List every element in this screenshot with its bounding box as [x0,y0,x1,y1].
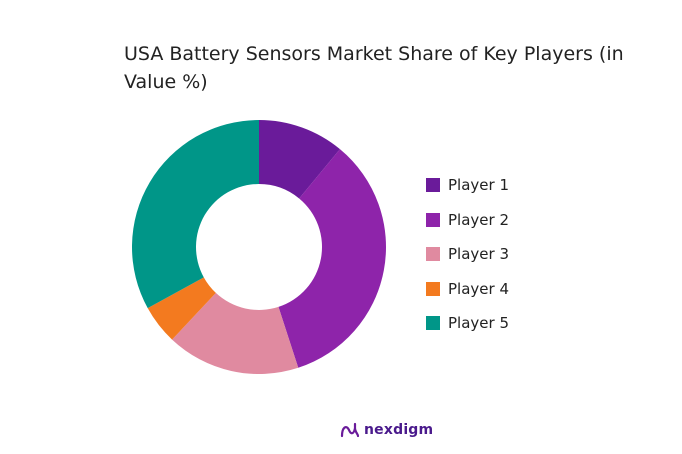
chart-title: USA Battery Sensors Market Share of Key … [124,43,624,93]
legend-swatch [426,281,440,296]
brand-footer: nexdigm [340,420,433,440]
legend-item: Player 4 [426,272,509,307]
legend-item: Player 2 [426,203,509,238]
legend-swatch [426,178,440,193]
donut-slice-player-3 [172,292,299,374]
chart-legend: Player 1 Player 2 Player 3 Player 4 Player 5 [426,168,509,341]
legend-label: Player 1 [448,176,509,195]
legend-label: Player 4 [448,279,509,298]
legend-swatch [426,212,440,227]
legend-label: Player 5 [448,314,509,333]
donut-slice-player-5 [131,120,259,309]
donut-slice-player-4 [147,277,216,340]
legend-label: Player 3 [448,245,509,264]
brand-name: nexdigm [364,422,434,438]
legend-item: Player 1 [426,168,509,203]
legend-item: Player 3 [426,237,509,272]
donut-slice-player-1 [259,120,340,199]
legend-item: Player 5 [426,306,509,341]
legend-label: Player 2 [448,210,509,229]
donut-slice-player-2 [278,149,386,368]
legend-swatch [426,247,440,262]
legend-swatch [426,316,440,331]
nexdigm-logo-icon [340,422,360,438]
